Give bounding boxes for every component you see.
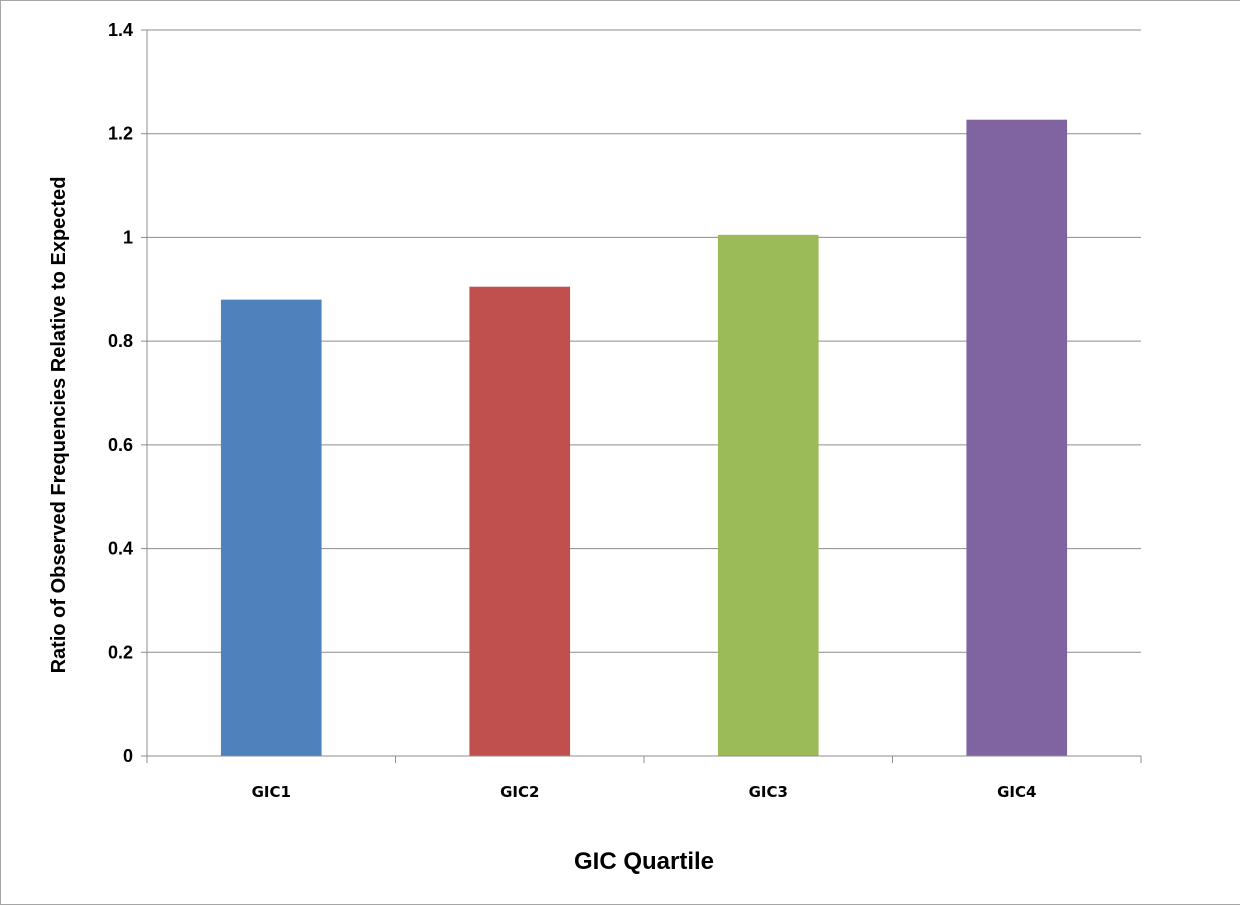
x-category-labels: GIC1 GIC2 GIC3 GIC4 [252,783,1037,801]
y-tick-label: 0 [123,746,133,766]
bar-gic2 [469,286,571,756]
y-tick-label: 1.4 [108,20,133,40]
y-tick-label: 0.2 [108,642,133,662]
y-tick-label: 1.2 [108,124,133,144]
x-category-label: GIC3 [749,783,788,801]
axes [141,29,1142,763]
y-tick-label: 0.6 [108,435,133,455]
bar-gic3 [717,234,819,757]
y-axis-title: Ratio of Observed Frequencies Relative t… [48,177,70,674]
y-tick-labels: 0 0.2 0.4 0.6 0.8 1 1.2 1.4 [108,20,133,766]
bars [220,119,1068,757]
x-category-label: GIC1 [252,783,291,801]
bar-gic1 [220,299,322,756]
y-tick-label: 0.8 [108,331,133,351]
x-category-label: GIC4 [997,783,1036,801]
x-category-label: GIC2 [500,783,539,801]
y-tick-label: 1 [123,227,133,247]
bar-gic4 [966,119,1068,756]
x-axis-title: GIC Quartile [574,848,714,875]
y-tick-label: 0.4 [108,539,133,559]
